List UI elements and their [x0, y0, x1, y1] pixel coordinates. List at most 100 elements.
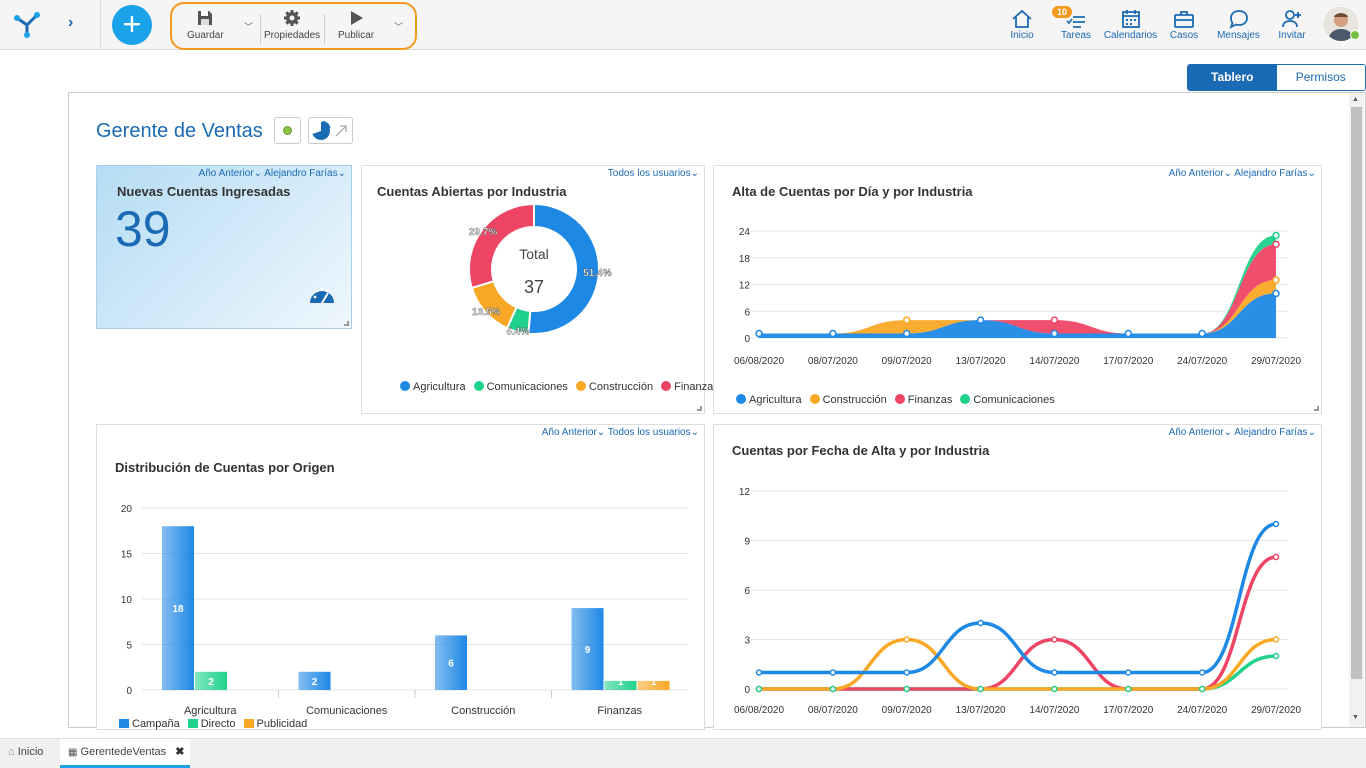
line-series	[759, 555, 1277, 691]
donut-filters[interactable]: Todos los usuarios⌄	[607, 168, 699, 179]
create-new-button[interactable]: +	[112, 5, 152, 45]
legend-label: Finanzas	[674, 381, 719, 393]
area-point	[902, 316, 911, 324]
kpi-value: 39	[115, 201, 171, 257]
x-tick-label: 29/07/2020	[1251, 705, 1301, 716]
bar	[298, 671, 331, 690]
add-widget-button[interactable]	[308, 117, 353, 144]
area-point	[1050, 329, 1059, 338]
bar-data-label: 9	[585, 645, 591, 656]
donut-card[interactable]: Todos los usuarios⌄ Cuentas Abiertas por…	[361, 165, 719, 414]
donut-center-label: Total	[519, 246, 549, 262]
legend-swatch	[661, 381, 672, 391]
period-filter[interactable]: Año Anterior	[198, 168, 254, 179]
user-filter[interactable]: Alejandro Farías	[1234, 168, 1308, 179]
publish-options-chevron-icon[interactable]: ﹀	[394, 22, 404, 32]
nav-calendars[interactable]: Calendarios	[1103, 9, 1158, 41]
briefcase-icon	[1174, 11, 1194, 28]
save-options-chevron-icon[interactable]: ﹀	[244, 22, 254, 32]
page-title: Gerente de Ventas	[96, 120, 263, 142]
area-filters[interactable]: Año Anterior⌄ Alejandro Farías⌄	[1168, 168, 1316, 179]
legend-item[interactable]: Construcción	[809, 394, 887, 406]
user-filter[interactable]: Alejandro Farías	[1234, 427, 1308, 438]
x-tick-label: 14/07/2020	[1029, 356, 1079, 367]
properties-label: Propiedades	[264, 30, 321, 41]
tasks-list-icon	[1066, 16, 1085, 28]
period-filter[interactable]: Año Anterior	[541, 427, 597, 438]
legend-item[interactable]: Agricultura	[400, 381, 466, 393]
user-filter[interactable]: Alejandro Farías	[264, 168, 338, 179]
x-tick-label: 13/07/2020	[956, 705, 1006, 716]
status-button[interactable]	[274, 117, 301, 144]
vertical-scrollbar[interactable]: ▲ ▼	[1349, 93, 1364, 727]
legend-item[interactable]: Finanzas	[661, 381, 719, 393]
bottom-tab-dashboard[interactable]: ▦ GerentedeVentas ✖	[60, 739, 190, 768]
y-tick-label: 0	[126, 686, 132, 697]
x-tick-label: 24/07/2020	[1177, 705, 1227, 716]
period-filter[interactable]: Año Anterior	[1168, 168, 1224, 179]
nav-messages[interactable]: Mensajes	[1216, 9, 1261, 41]
donut-slice	[468, 202, 535, 290]
area-card[interactable]: Año Anterior⌄ Alejandro Farías⌄ Alta de …	[713, 165, 1322, 414]
legend-item[interactable]: Directo	[187, 718, 236, 730]
bar-data-label: 1	[651, 677, 657, 688]
line-card[interactable]: Año Anterior⌄ Alejandro Farías⌄ Cuentas …	[713, 424, 1322, 730]
legend-item[interactable]: Comunicaciones	[960, 394, 1055, 406]
legend-swatch	[187, 719, 198, 728]
area-point	[1272, 231, 1280, 240]
legend-swatch	[119, 719, 129, 728]
bar	[637, 680, 670, 690]
legend-label: Agricultura	[749, 394, 802, 406]
grid-icon: ▦	[68, 747, 78, 758]
bar	[571, 608, 604, 690]
nav-invite[interactable]: Invitar	[1277, 9, 1307, 41]
donut-slice	[527, 202, 600, 335]
tab-board[interactable]: Tablero	[1188, 65, 1277, 90]
bar-card[interactable]: Año Anterior⌄ Todos los usuarios⌄ Distri…	[96, 424, 705, 730]
y-tick-label: 5	[126, 641, 132, 652]
user-filter[interactable]: Todos los usuarios	[607, 427, 691, 438]
designer-toolbar: Guardar ﹀ Propiedades Publicar ﹀	[170, 2, 417, 50]
donut-chart: 51.4% 5.4% 13.5% 29.7% Total 37	[468, 202, 612, 338]
scroll-up-arrow-icon[interactable]: ▲	[1352, 96, 1359, 103]
x-tick-label: 14/07/2020	[1029, 705, 1079, 716]
bar	[604, 680, 637, 690]
legend-item[interactable]: Publicidad	[243, 718, 308, 730]
resize-handle[interactable]	[1314, 406, 1319, 411]
scroll-down-arrow-icon[interactable]: ▼	[1352, 714, 1359, 721]
app-logo-icon[interactable]	[12, 9, 42, 44]
legend-item[interactable]: Agricultura	[736, 394, 802, 406]
kpi-card[interactable]: Año Anterior⌄ Alejandro Farías⌄ Nuevas C…	[96, 165, 352, 329]
bar-filters[interactable]: Año Anterior⌄ Todos los usuarios⌄	[541, 427, 699, 438]
resize-handle[interactable]	[697, 406, 702, 411]
publish-button[interactable]: Publicar	[338, 9, 374, 41]
nav-tasks[interactable]: Tareas	[1060, 9, 1092, 41]
legend-item[interactable]: Comunicaciones	[473, 381, 568, 393]
bottom-tab-home[interactable]: ⌂ Inicio	[8, 739, 60, 768]
tab-permissions[interactable]: Permisos	[1276, 65, 1365, 90]
line-filters[interactable]: Año Anterior⌄ Alejandro Farías⌄	[1168, 427, 1316, 438]
save-button[interactable]: Guardar	[187, 9, 224, 41]
kpi-filters[interactable]: Año Anterior⌄ Alejandro Farías⌄	[198, 168, 346, 179]
properties-button[interactable]: Propiedades	[264, 9, 320, 41]
nav-home-label: Inicio	[1010, 30, 1034, 41]
resize-handle[interactable]	[344, 321, 349, 326]
pie-chart-expand-icon	[312, 121, 347, 140]
divider	[100, 0, 101, 50]
nav-cases[interactable]: Casos	[1169, 9, 1199, 41]
legend-item[interactable]: Finanzas	[894, 394, 952, 406]
legend-item[interactable]: Construcción	[575, 381, 653, 393]
period-filter[interactable]: Año Anterior	[1168, 427, 1224, 438]
legend-label: Publicidad	[256, 718, 308, 730]
scrollbar-thumb[interactable]	[1351, 107, 1362, 679]
user-filter[interactable]: Todos los usuarios	[607, 168, 691, 179]
expand-menu-chevron-icon[interactable]: ›	[68, 14, 74, 31]
x-tick-label: 17/07/2020	[1103, 356, 1153, 367]
legend-item[interactable]: Campaña	[119, 718, 180, 730]
nav-home[interactable]: Inicio	[1008, 9, 1036, 41]
line-point	[1198, 685, 1206, 693]
close-tab-icon[interactable]: ✖	[175, 746, 185, 758]
user-avatar[interactable]	[1324, 7, 1358, 41]
add-user-icon	[1282, 10, 1301, 28]
line-point	[755, 685, 763, 693]
